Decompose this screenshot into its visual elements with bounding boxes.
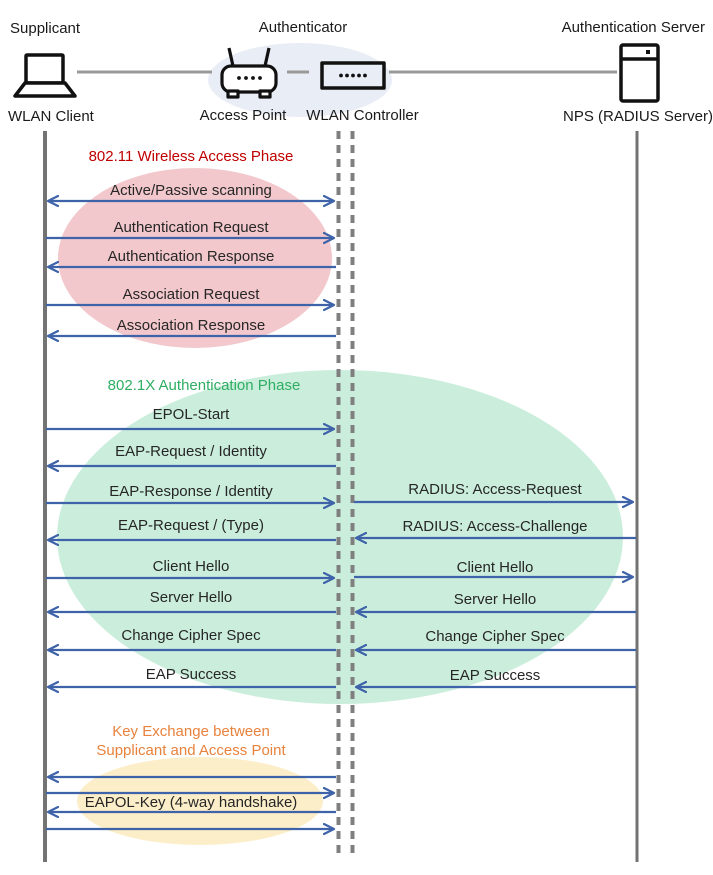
role-label-authenticator: Authenticator <box>258 19 348 36</box>
phase2-right-arrows <box>354 502 636 687</box>
access-point-icon <box>220 47 278 99</box>
authenticator-lifeline <box>336 131 355 856</box>
message-label-assoc-response: Association Response <box>116 317 266 334</box>
device-label-wlan-controller: WLAN Controller <box>306 107 419 124</box>
message-label-eap-response-identity: EAP-Response / Identity <box>109 483 273 500</box>
message-label-client-hello-left: Client Hello <box>152 558 230 575</box>
message-label-eap-success-left: EAP Success <box>145 666 237 683</box>
role-label-authentication-server: Authentication Server <box>561 19 705 36</box>
device-label-access-point: Access Point <box>199 107 287 124</box>
message-label-eapol-key-handshake: EAPOL-Key (4-way handshake) <box>84 794 298 811</box>
wlan-controller-icon <box>320 61 386 90</box>
message-label-radius-access-request: RADIUS: Access-Request <box>408 481 582 498</box>
message-label-change-cipher-right: Change Cipher Spec <box>425 628 565 645</box>
message-label-server-hello-left: Server Hello <box>149 589 233 606</box>
phase1-arrows <box>46 201 336 336</box>
role-label-supplicant: Supplicant <box>10 20 81 37</box>
message-label-change-cipher-left: Change Cipher Spec <box>121 627 261 644</box>
message-label-eap-request-type: EAP-Request / (Type) <box>118 517 264 534</box>
message-label-scanning: Active/Passive scanning <box>110 182 272 199</box>
phase1-ellipse <box>58 168 332 348</box>
message-label-radius-access-challenge: RADIUS: Access-Challenge <box>402 518 588 535</box>
phase2-title: 802.1X Authentication Phase <box>107 377 301 394</box>
device-label-wlan-client: WLAN Client <box>8 108 94 125</box>
phase3-ellipse <box>77 757 323 845</box>
device-label-nps: NPS (RADIUS Server) <box>562 108 713 125</box>
phase1-title: 802.11 Wireless Access Phase <box>88 148 294 165</box>
message-label-server-hello-right: Server Hello <box>453 591 537 608</box>
phase3-title: Key Exchange between Supplicant and Acce… <box>96 723 286 759</box>
message-label-eap-success-right: EAP Success <box>449 667 541 684</box>
phase3-arrows <box>46 777 336 829</box>
message-label-client-hello-right: Client Hello <box>456 559 534 576</box>
laptop-icon <box>13 53 77 98</box>
message-label-auth-request: Authentication Request <box>113 219 269 236</box>
message-label-epol-start: EPOL-Start <box>152 406 230 423</box>
message-label-eap-request-identity: EAP-Request / Identity <box>115 443 267 460</box>
server-icon <box>619 43 660 103</box>
message-label-auth-response: Authentication Response <box>107 248 275 265</box>
phase2-left-arrows <box>46 429 336 687</box>
message-label-assoc-request: Association Request <box>122 286 260 303</box>
